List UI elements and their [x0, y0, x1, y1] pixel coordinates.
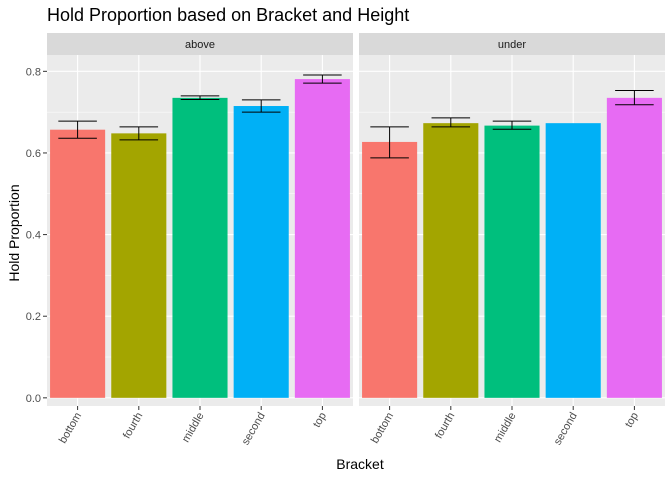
bar-above-middle [172, 97, 228, 398]
chart-title: Hold Proportion based on Bracket and Hei… [47, 5, 409, 25]
y-axis-title: Hold Proportion [6, 184, 22, 281]
bar-under-top [606, 97, 662, 398]
facet-strip-label: under [498, 39, 526, 51]
bar-above-top [294, 79, 350, 398]
y-tick-label: 0.2 [26, 311, 41, 323]
bar-above-second [233, 106, 289, 398]
bar-under-bottom [362, 141, 418, 398]
bar-under-middle [484, 125, 540, 398]
y-tick-label: 0.6 [26, 148, 41, 160]
y-tick-label: 0.8 [26, 66, 41, 78]
bar-under-fourth [423, 123, 479, 398]
facet-strip-label: above [185, 39, 215, 51]
x-axis-title: Bracket [336, 456, 384, 472]
y-tick-label: 0.0 [26, 393, 41, 405]
bar-above-bottom [50, 129, 106, 398]
bar-under-second [545, 123, 601, 398]
y-tick-label: 0.4 [26, 230, 41, 242]
bar-above-fourth [111, 133, 167, 398]
facet-strip [359, 33, 665, 55]
facet-strip [47, 33, 353, 55]
